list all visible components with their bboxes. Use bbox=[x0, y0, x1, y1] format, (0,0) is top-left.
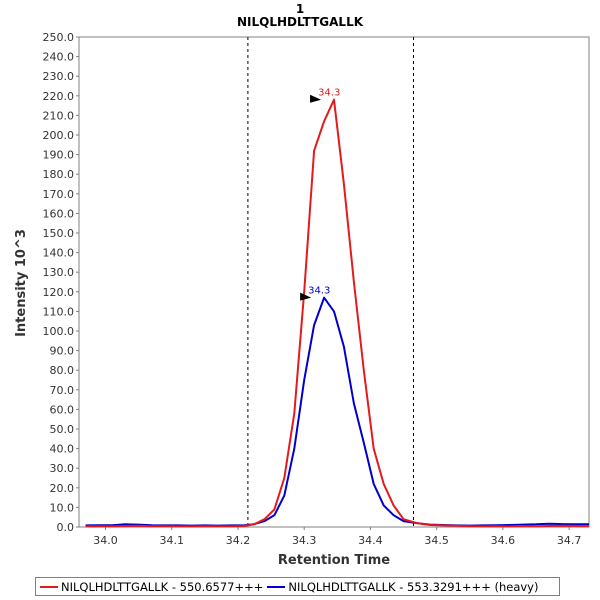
integration-bounds bbox=[247, 37, 414, 527]
chart-subtitle: NILQLHDLTTGALLK bbox=[237, 15, 364, 29]
peak-marker-light bbox=[310, 94, 322, 103]
peak-marker-heavy bbox=[300, 292, 312, 301]
y-tick-label: 100.0 bbox=[43, 325, 75, 338]
series-line-light bbox=[85, 98, 590, 528]
y-tick-label: 150.0 bbox=[43, 227, 75, 240]
x-tick-label: 34.5 bbox=[424, 534, 449, 547]
chart-legend: NILQLHDLTTGALLK - 550.6577+++ NILQLHDLTT… bbox=[35, 577, 560, 596]
y-tick-label: 20.0 bbox=[50, 482, 75, 495]
y-tick-label: 170.0 bbox=[43, 188, 75, 201]
y-tick-label: 90.0 bbox=[50, 345, 75, 358]
y-tick-label: 190.0 bbox=[43, 149, 75, 162]
y-tick-label: 30.0 bbox=[50, 462, 75, 475]
y-tick-label: 110.0 bbox=[43, 305, 75, 318]
x-tick-label: 34.6 bbox=[491, 534, 516, 547]
x-tick-label: 34.7 bbox=[557, 534, 582, 547]
y-tick-label: 120.0 bbox=[43, 286, 75, 299]
y-tick-label: 0.0 bbox=[57, 521, 75, 534]
y-tick-label: 50.0 bbox=[50, 423, 75, 436]
x-axis-label: Retention Time bbox=[278, 553, 390, 568]
legend-label-heavy: NILQLHDLTTGALLK - 553.3291+++ (heavy) bbox=[288, 579, 539, 594]
y-tick-label: 230.0 bbox=[43, 70, 75, 83]
legend-swatch-heavy bbox=[267, 585, 286, 588]
series-lines bbox=[85, 98, 590, 528]
y-tick-label: 220.0 bbox=[43, 90, 75, 103]
y-tick-label: 70.0 bbox=[50, 384, 75, 397]
x-tick-label: 34.1 bbox=[159, 534, 184, 547]
y-axis: 0.0 10.0 20.0 30.0 40.0 50.0 60.0 70.0 80.0 90.0 1… bbox=[43, 31, 79, 534]
chart-title: 1 bbox=[296, 2, 304, 16]
y-tick-label: 80.0 bbox=[50, 364, 75, 377]
y-tick-label: 10.0 bbox=[50, 501, 75, 514]
x-tick-label: 34.2 bbox=[226, 534, 251, 547]
y-tick-label: 210.0 bbox=[43, 109, 75, 122]
peak-label-light: 34.3 bbox=[318, 88, 340, 99]
legend-label-light: NILQLHDLTTGALLK - 550.6577+++ bbox=[61, 579, 264, 594]
legend-item-heavy: NILQLHDLTTGALLK - 553.3291+++ (heavy) bbox=[263, 580, 538, 594]
y-axis-label: Intensity 10^3 bbox=[14, 229, 29, 337]
x-tick-label: 34.0 bbox=[93, 534, 118, 547]
y-tick-label: 60.0 bbox=[50, 403, 75, 416]
y-tick-label: 200.0 bbox=[43, 129, 75, 142]
x-tick-label: 34.4 bbox=[358, 534, 383, 547]
peak-annotations: 34.3 34.3 bbox=[300, 88, 340, 301]
y-tick-label: 160.0 bbox=[43, 207, 75, 220]
peak-label-heavy: 34.3 bbox=[308, 286, 330, 297]
y-tick-label: 240.0 bbox=[43, 51, 75, 64]
legend-item-light: NILQLHDLTTGALLK - 550.6577+++ bbox=[36, 580, 263, 594]
x-tick-label: 34.3 bbox=[292, 534, 317, 547]
y-tick-label: 130.0 bbox=[43, 266, 75, 279]
x-axis: 34.0 34.1 34.2 34.3 34.4 34.5 34.6 34.7 bbox=[93, 527, 581, 547]
y-tick-label: 250.0 bbox=[43, 31, 75, 44]
y-tick-label: 140.0 bbox=[43, 247, 75, 260]
y-tick-label: 40.0 bbox=[50, 443, 75, 456]
legend-swatch-light bbox=[40, 585, 58, 588]
y-tick-label: 180.0 bbox=[43, 168, 75, 181]
plot-area bbox=[78, 36, 590, 528]
